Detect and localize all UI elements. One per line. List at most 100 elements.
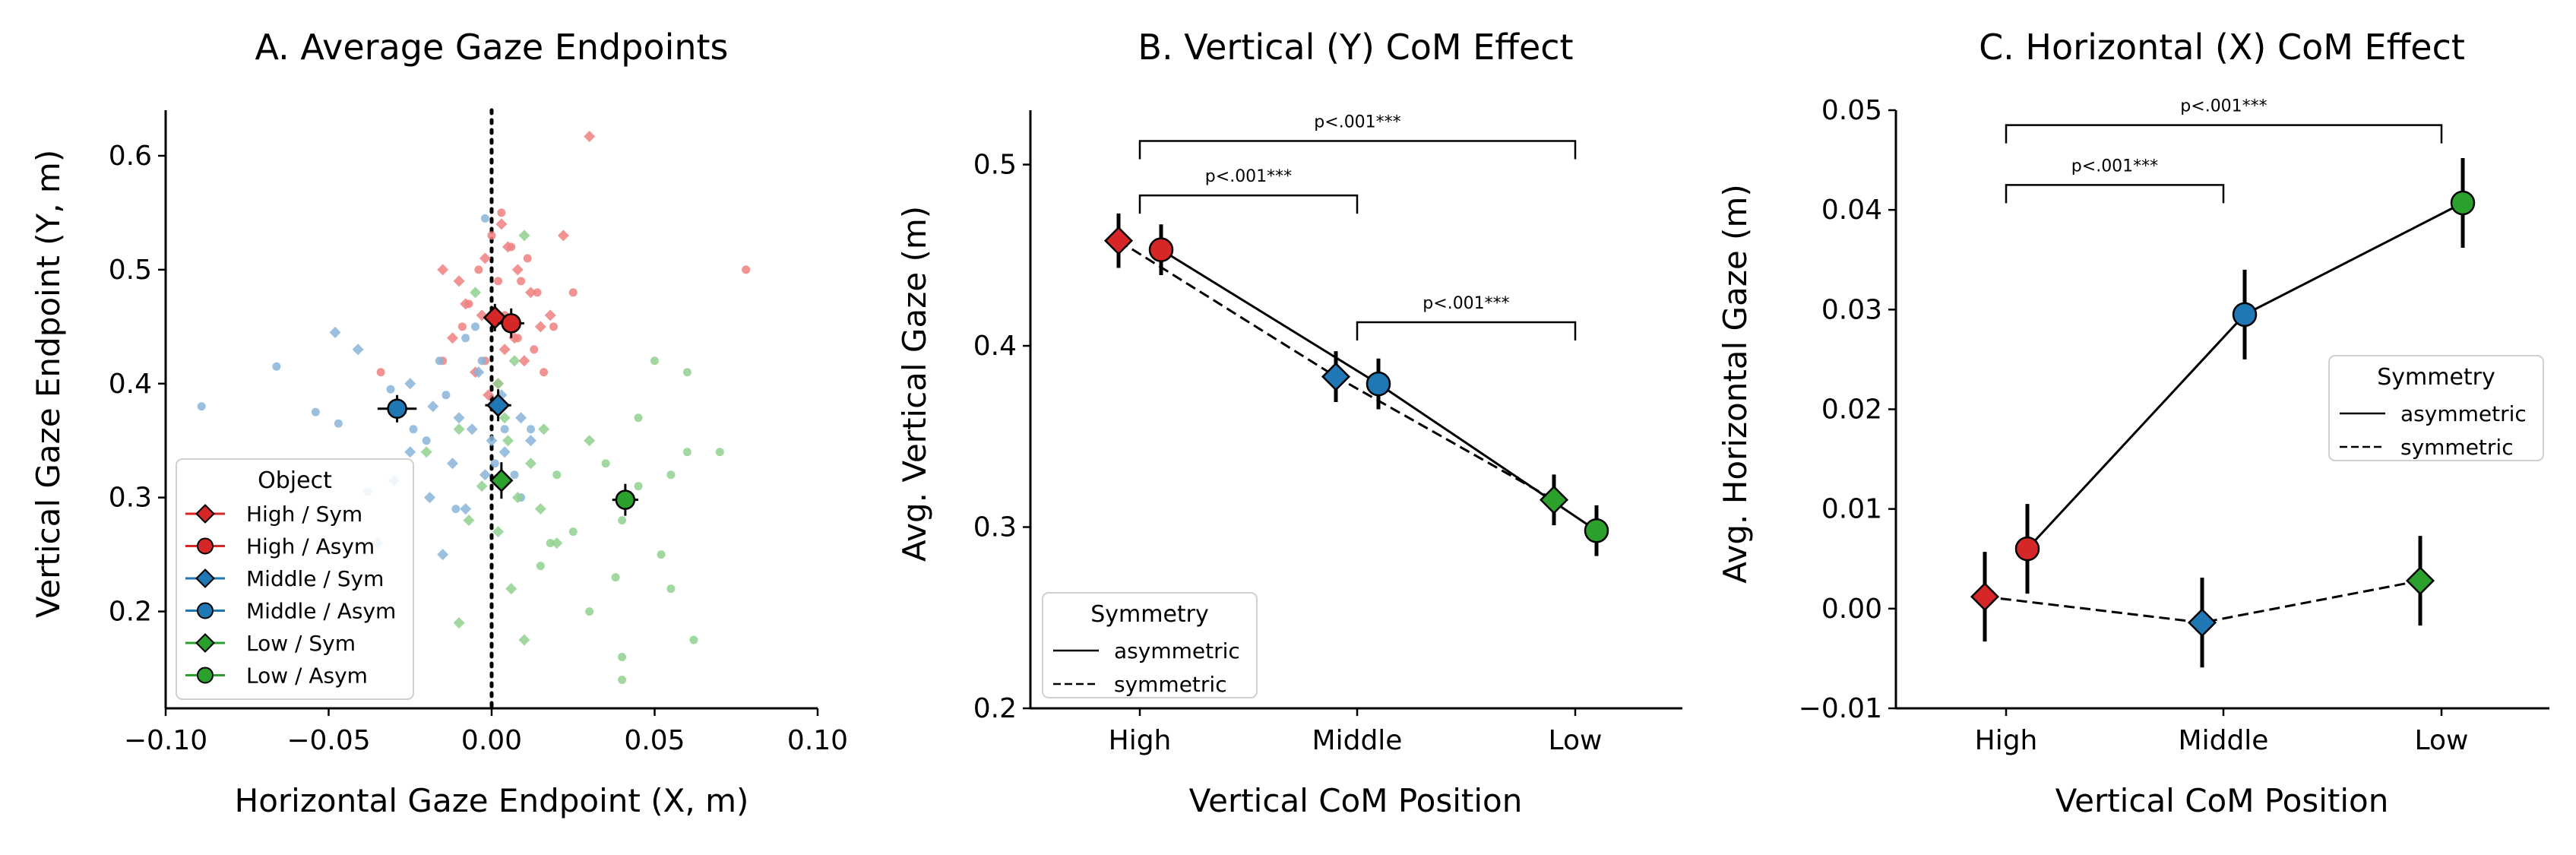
raw-point <box>534 503 546 515</box>
symmetric-marker <box>2187 608 2217 638</box>
raw-point <box>518 230 530 242</box>
y-tick-label: 0.6 <box>109 141 152 172</box>
raw-point <box>334 419 343 428</box>
y-tick-label: 0.05 <box>1821 95 1882 126</box>
asymmetric-marker <box>1584 518 1609 543</box>
raw-point <box>505 583 517 595</box>
legend-title: Object <box>258 467 332 494</box>
y-tick-label: 0.00 <box>1821 594 1882 625</box>
raw-point <box>689 635 698 644</box>
legend-entry: Middle / Asym <box>246 599 396 624</box>
legend-marker <box>197 667 214 684</box>
raw-point <box>435 356 444 366</box>
significance-label: p<.001*** <box>1205 167 1292 186</box>
raw-point <box>474 265 483 274</box>
raw-point <box>502 435 514 447</box>
mean-marker <box>387 398 407 420</box>
raw-point <box>409 425 418 434</box>
significance-bracket <box>1356 321 1577 341</box>
raw-point <box>386 385 395 394</box>
raw-point <box>524 458 536 470</box>
raw-point <box>453 423 465 435</box>
significance-label: p<.001*** <box>1422 294 1509 313</box>
legend-marker <box>197 602 214 619</box>
raw-point <box>498 446 511 458</box>
raw-point <box>479 469 491 481</box>
panel-a-title: A. Average Gaze Endpoints <box>255 27 728 68</box>
y-tick-label: 0.02 <box>1821 394 1882 426</box>
panel-b-xlabel: Vertical CoM Position <box>1189 782 1523 819</box>
raw-point <box>494 277 503 286</box>
raw-point <box>568 527 578 537</box>
raw-point <box>352 344 364 356</box>
panel-b-significance: p<.001*** p<.001*** p<.001*** <box>1138 113 1577 341</box>
raw-point <box>498 344 511 356</box>
raw-point <box>311 407 320 416</box>
legend-entry: asymmetric <box>2400 401 2527 426</box>
y-tick-label: 0.2 <box>973 693 1017 724</box>
asymmetric-marker <box>2232 302 2258 328</box>
legend-box <box>1042 592 1258 698</box>
raw-point <box>404 378 416 390</box>
panel-b-ylabel: Avg. Vertical Gaze (m) <box>896 206 933 562</box>
raw-point <box>463 515 475 527</box>
y-tick-label: 0.01 <box>1821 494 1882 525</box>
raw-point <box>517 277 526 286</box>
panel-b-axes: 0.2 0.3 0.4 0.5 High Middle Low <box>973 110 1682 756</box>
raw-point <box>601 459 610 468</box>
raw-point <box>423 492 435 504</box>
panel-c-title: C. Horizontal (X) CoM Effect <box>1979 27 2465 68</box>
symmetric-marker <box>1539 485 1569 515</box>
raw-point <box>742 265 751 274</box>
y-tick-label: 0.3 <box>973 512 1017 543</box>
raw-point <box>568 288 578 297</box>
legend-entry: symmetric <box>1114 672 1227 697</box>
raw-point <box>585 607 594 616</box>
mean-marker <box>483 306 507 330</box>
x-tick-label: 0.00 <box>461 725 522 756</box>
legend-title: Symmetry <box>2377 364 2495 391</box>
asymmetric-marker <box>1366 371 1391 397</box>
y-tick-label: 0.5 <box>109 255 152 286</box>
raw-point <box>461 334 470 343</box>
raw-point <box>584 130 596 142</box>
legend-entry: asymmetric <box>1114 638 1240 663</box>
raw-point <box>546 539 555 548</box>
legend-entry: Low / Asym <box>246 663 368 689</box>
raw-point <box>437 264 449 276</box>
raw-point <box>479 252 491 264</box>
raw-point <box>538 423 550 435</box>
legend-marker <box>195 504 215 524</box>
x-tick-label: Middle <box>1312 725 1403 756</box>
panel-c: C. Horizontal (X) CoM Effect Vertical Co… <box>1717 27 2549 819</box>
asymmetric-marker <box>2014 536 2040 562</box>
x-tick-label: 0.10 <box>787 725 848 756</box>
raw-point <box>524 287 536 299</box>
symmetric-line <box>1984 579 2421 624</box>
raw-point <box>552 470 562 480</box>
significance-bracket <box>1138 194 1359 214</box>
raw-point <box>526 425 535 434</box>
panel-b: B. Vertical (Y) CoM Effect Vertical CoM … <box>896 27 1682 819</box>
raw-point <box>453 412 465 424</box>
raw-point <box>524 435 536 447</box>
raw-point <box>634 413 643 423</box>
raw-point <box>427 401 439 413</box>
raw-point <box>404 446 416 458</box>
raw-point <box>495 218 508 230</box>
legend-marker <box>197 537 214 555</box>
legend-marker <box>195 633 215 653</box>
raw-point <box>682 448 691 457</box>
asymmetric-marker <box>1148 237 1174 262</box>
panel-a-ylabel: Vertical Gaze Endpoint (Y, m) <box>30 150 67 618</box>
significance-label: p<.001*** <box>2180 97 2267 116</box>
mean-marker <box>486 393 511 417</box>
raw-point <box>486 435 498 447</box>
raw-point <box>666 584 676 594</box>
raw-point <box>508 355 521 367</box>
panel-a: A. Average Gaze Endpoints Horizontal Gaz… <box>30 27 848 819</box>
legend-box <box>176 458 414 700</box>
raw-point <box>518 355 530 367</box>
raw-point <box>540 368 549 377</box>
